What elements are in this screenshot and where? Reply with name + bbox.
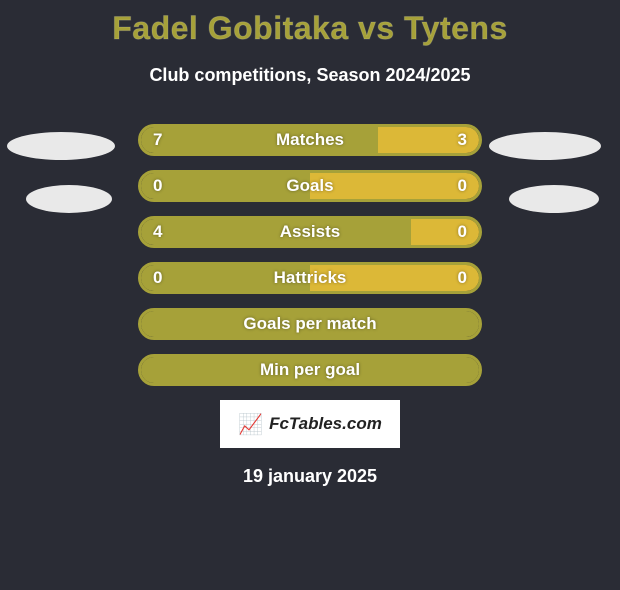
comparison-bars: Matches73Goals00Assists40Hattricks00Goal… [0,124,620,386]
player-badge-right [489,132,601,160]
bar-segment-left [141,357,479,383]
bar-segment-left [141,127,378,153]
bar-segment-right [310,173,479,199]
subtitle: Club competitions, Season 2024/2025 [0,65,620,86]
bar-segment-right [411,219,479,245]
stat-value-right: 0 [458,222,467,242]
stat-value-left: 7 [153,130,162,150]
stat-bar: Goals per match [138,308,482,340]
stat-bar: Hattricks00 [138,262,482,294]
bar-segment-right [310,265,479,291]
bar-segment-left [141,265,310,291]
bar-segment-left [141,311,479,337]
page-title: Fadel Gobitaka vs Tytens [0,10,620,47]
stat-bar: Matches73 [138,124,482,156]
player-badge-left [7,132,115,160]
chart-icon: 📈 [238,412,263,437]
stat-value-left: 0 [153,268,162,288]
player-badge-left [26,185,112,213]
stat-value-right: 3 [458,130,467,150]
stat-value-left: 0 [153,176,162,196]
player-badge-right [509,185,599,213]
stat-bar: Min per goal [138,354,482,386]
logo-text: FcTables.com [269,414,382,434]
stat-row: Assists40 [0,216,620,248]
date-label: 19 january 2025 [0,466,620,487]
stat-row: Min per goal [0,354,620,386]
stat-value-right: 0 [458,268,467,288]
stat-row: Goals per match [0,308,620,340]
stat-bar: Assists40 [138,216,482,248]
bar-segment-left [141,219,411,245]
stat-value-left: 4 [153,222,162,242]
stat-value-right: 0 [458,176,467,196]
stat-bar: Goals00 [138,170,482,202]
stat-row: Hattricks00 [0,262,620,294]
watermark-logo: 📈 FcTables.com [220,400,400,448]
bar-segment-left [141,173,310,199]
